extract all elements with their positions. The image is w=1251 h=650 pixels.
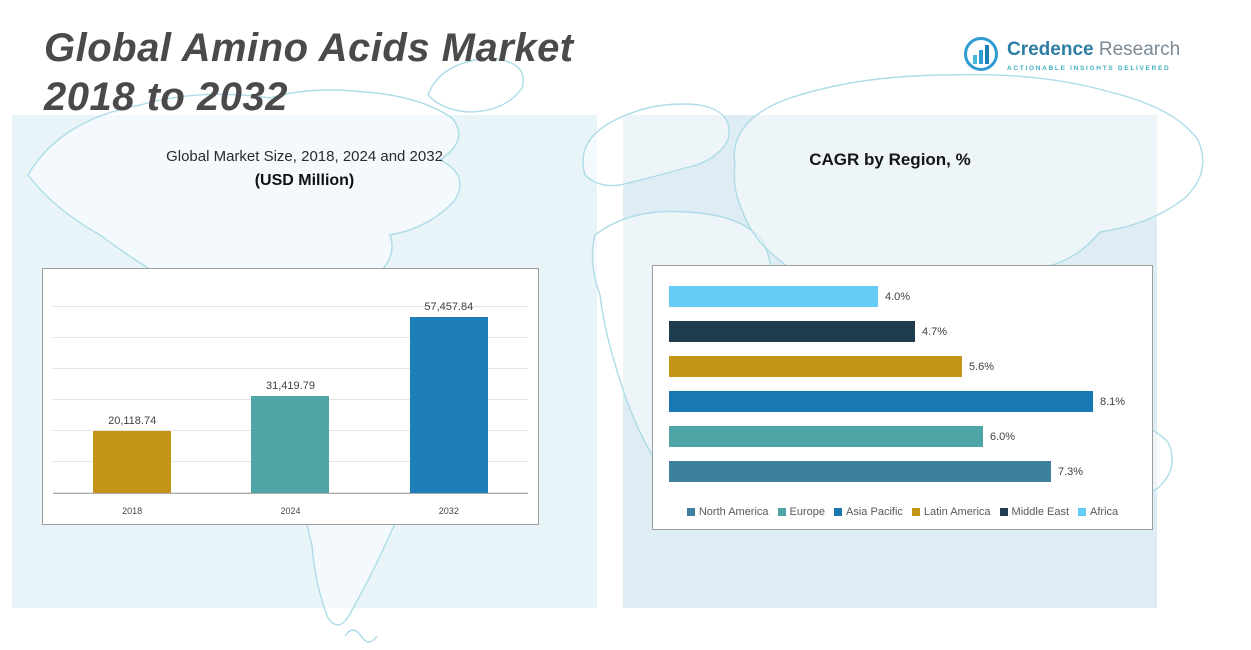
legend-item-middle-east: Middle East	[999, 506, 1070, 518]
page-title-line1: Global Amino Acids Market	[44, 26, 574, 70]
logo-brand-name: Credence Research	[1007, 36, 1180, 61]
bar-group-2024: 31,419.79	[211, 281, 369, 493]
cagr-bar-europe	[669, 426, 983, 447]
legend-swatch	[686, 508, 695, 516]
legend-swatch	[834, 508, 843, 516]
logo-brand-primary: Credence	[1007, 39, 1094, 60]
logo-tagline: Actionable Insights Delivered	[1007, 64, 1171, 72]
bar-2024	[251, 396, 330, 493]
market-size-plot: 20,118.74 31,419.79 57,457.84	[53, 281, 528, 494]
bar-2018	[93, 431, 172, 493]
legend-label: Latin America	[923, 506, 991, 518]
market-size-title-text: Global Market Size, 2018, 2024 and 2032	[166, 148, 443, 165]
cagr-chart: 4.0% 4.7% 5.6% 8.1% 6.0% 7.3% North America Eu…	[652, 265, 1153, 530]
logo-bars-icon	[964, 37, 998, 71]
market-size-subtitle: (USD Million)	[254, 172, 355, 189]
legend-label: Asia Pacific	[846, 506, 903, 518]
cagr-row-north-america: 7.3%	[669, 461, 1138, 482]
logo-brand-secondary: Research	[1093, 39, 1181, 60]
cagr-bar-africa	[669, 286, 878, 307]
brand-logo: Credence Research Actionable Insights De…	[963, 36, 1180, 72]
cagr-rows: 4.0% 4.7% 5.6% 8.1% 6.0% 7.3%	[669, 286, 1138, 482]
cagr-bar-latin-america	[669, 356, 962, 377]
legend-item-north-america: North America	[686, 506, 769, 518]
market-size-chart: 20,118.74 31,419.79 57,457.84 2018 2024 2032	[42, 268, 539, 525]
cagr-value-label: 7.3%	[1058, 465, 1084, 478]
logo-text: Credence Research Actionable Insights De…	[1007, 36, 1180, 72]
legend-label: Middle East	[1011, 506, 1070, 518]
market-size-chart-title: Global Market Size, 2018, 2024 and 2032 …	[12, 148, 597, 190]
cagr-row-latin-america: 5.6%	[669, 356, 1138, 377]
legend-item-africa: Africa	[1078, 506, 1118, 518]
cagr-value-label: 4.7%	[922, 325, 948, 338]
cagr-row-europe: 6.0%	[669, 426, 1138, 447]
legend-item-europe: Europe	[777, 506, 826, 518]
legend-item-asia-pacific: Asia Pacific	[834, 506, 903, 518]
cagr-bar-asia-pacific	[669, 391, 1093, 412]
cagr-value-label: 4.0%	[885, 290, 911, 303]
legend-swatch	[1078, 508, 1087, 516]
x-axis-label-2024: 2024	[280, 506, 301, 516]
cagr-chart-title: CAGR by Region, %	[809, 150, 971, 169]
page-title: Global Amino Acids Market 2018 to 2032	[44, 24, 574, 122]
cagr-bar-north-america	[669, 461, 1051, 482]
legend-label: Europe	[789, 506, 826, 518]
bar-value-label: 31,419.79	[266, 380, 315, 392]
x-axis-label-2032: 2032	[438, 506, 459, 516]
bar-value-label: 20,118.74	[108, 415, 157, 427]
legend-swatch	[999, 508, 1008, 516]
cagr-legend: North America Europe Asia Pacific Latin Ame…	[653, 506, 1152, 518]
bar-group-2018: 20,118.74	[53, 281, 211, 493]
legend-label: Africa	[1090, 506, 1119, 518]
legend-item-latin-america: Latin America	[911, 506, 991, 518]
market-size-xlabels: 2018 2024 2032	[53, 506, 528, 516]
legend-swatch	[911, 508, 920, 516]
bar-group-2032: 57,457.84	[370, 281, 528, 493]
cagr-value-label: 8.1%	[1100, 395, 1126, 408]
bar-2032	[409, 317, 488, 493]
cagr-bar-middle-east	[669, 321, 915, 342]
legend-swatch	[777, 508, 786, 516]
cagr-row-africa: 4.0%	[669, 286, 1138, 307]
x-axis-label-2018: 2018	[122, 506, 143, 516]
legend-label: North America	[698, 506, 769, 518]
cagr-row-middle-east: 4.7%	[669, 321, 1138, 342]
cagr-value-label: 5.6%	[969, 360, 995, 373]
cagr-row-asia-pacific: 8.1%	[669, 391, 1138, 412]
page-title-line2: 2018 to 2032	[44, 74, 288, 119]
bar-value-label: 57,457.84	[424, 301, 474, 313]
cagr-value-label: 6.0%	[990, 430, 1016, 443]
